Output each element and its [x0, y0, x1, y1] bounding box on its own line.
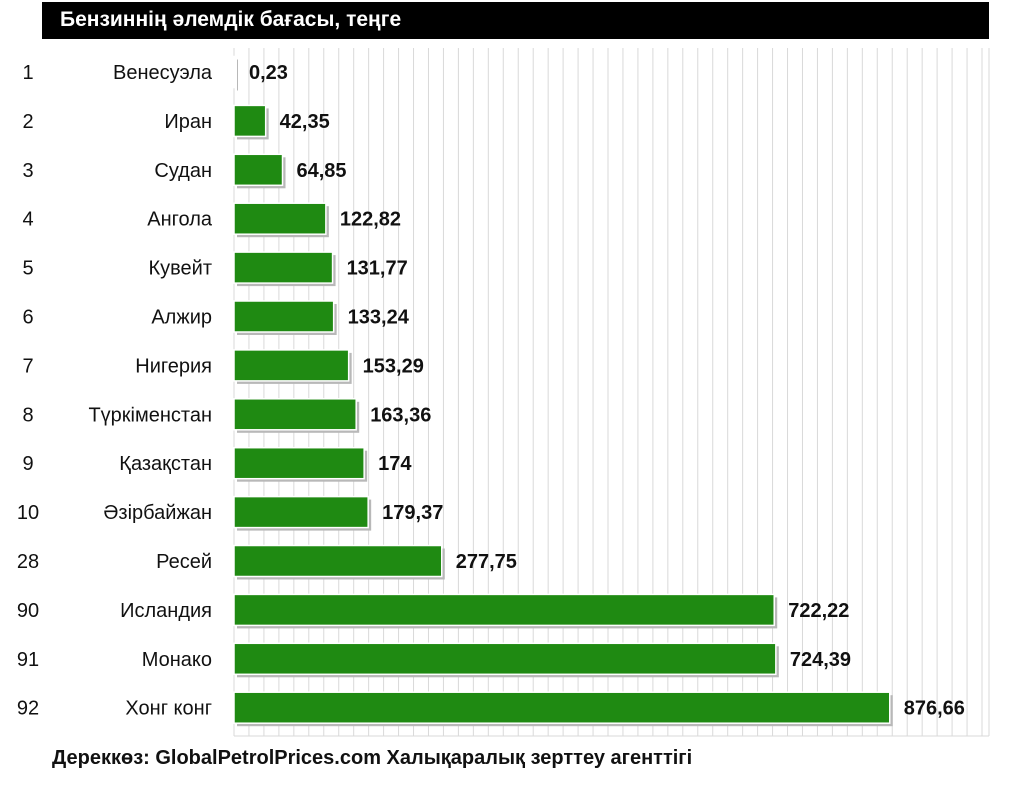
value-label: 174 [378, 453, 412, 475]
rank-label: 6 [22, 307, 33, 329]
rank-label: 10 [17, 502, 39, 524]
value-label: 153,29 [363, 355, 424, 377]
bar [233, 349, 350, 382]
bar [233, 251, 334, 284]
rank-label: 3 [22, 160, 33, 182]
value-label: 722,22 [788, 600, 849, 622]
value-label: 42,35 [280, 111, 330, 133]
rank-label: 2 [22, 111, 33, 133]
value-label: 876,66 [904, 698, 965, 720]
bar [233, 202, 327, 235]
chart-title-bar: Бензиннің әлемдік бағасы, теңге [42, 2, 989, 39]
value-label: 0,23 [249, 62, 288, 84]
bar [233, 446, 365, 480]
category-label: Нигерия [135, 355, 212, 377]
rank-label: 92 [17, 698, 39, 720]
category-label: Монако [142, 649, 212, 671]
category-label: Ангола [147, 209, 213, 231]
category-label: Венесуэла [113, 62, 213, 84]
bar [233, 300, 335, 333]
value-label: 133,24 [348, 307, 410, 329]
rank-label: 90 [17, 600, 39, 622]
rank-label: 91 [17, 649, 39, 671]
rank-label: 1 [22, 62, 33, 84]
value-label: 163,36 [370, 404, 431, 426]
chart-title: Бензиннің әлемдік бағасы, теңге [60, 8, 402, 31]
value-label: 64,85 [297, 160, 347, 182]
bar [233, 153, 284, 187]
bar-shadow [237, 59, 238, 91]
category-label: Түркіменстан [88, 404, 212, 426]
rank-label: 8 [22, 404, 33, 426]
plot-area [234, 48, 989, 736]
bar [233, 104, 267, 138]
bar [233, 495, 369, 529]
category-label: Алжир [151, 307, 212, 329]
rank-label: 28 [17, 551, 39, 573]
bar [233, 593, 775, 627]
rank-label: 5 [22, 258, 33, 280]
bar [233, 544, 443, 578]
category-label: Иран [164, 111, 212, 133]
category-label: Исландия [120, 600, 212, 622]
value-label: 179,37 [382, 502, 443, 524]
category-label: Кувейт [148, 258, 212, 280]
category-label: Әзірбайжан [103, 502, 212, 524]
value-label: 277,75 [456, 551, 517, 573]
bar [233, 642, 777, 676]
category-label: Хонг конг [125, 698, 212, 720]
value-label: 724,39 [790, 649, 851, 671]
bar [233, 691, 891, 724]
rank-label: 9 [22, 453, 33, 475]
category-label: Қазақстан [119, 453, 212, 475]
rank-label: 7 [22, 355, 33, 377]
category-label: Судан [154, 160, 212, 182]
value-label: 122,82 [340, 209, 401, 231]
rank-label: 4 [22, 209, 33, 231]
bar [233, 398, 357, 431]
category-label: Ресей [156, 551, 212, 573]
source-note: Дереккөз: GlobalPetrolPrices.com Халықар… [52, 747, 693, 769]
value-label: 131,77 [347, 258, 408, 280]
bar [233, 55, 236, 89]
